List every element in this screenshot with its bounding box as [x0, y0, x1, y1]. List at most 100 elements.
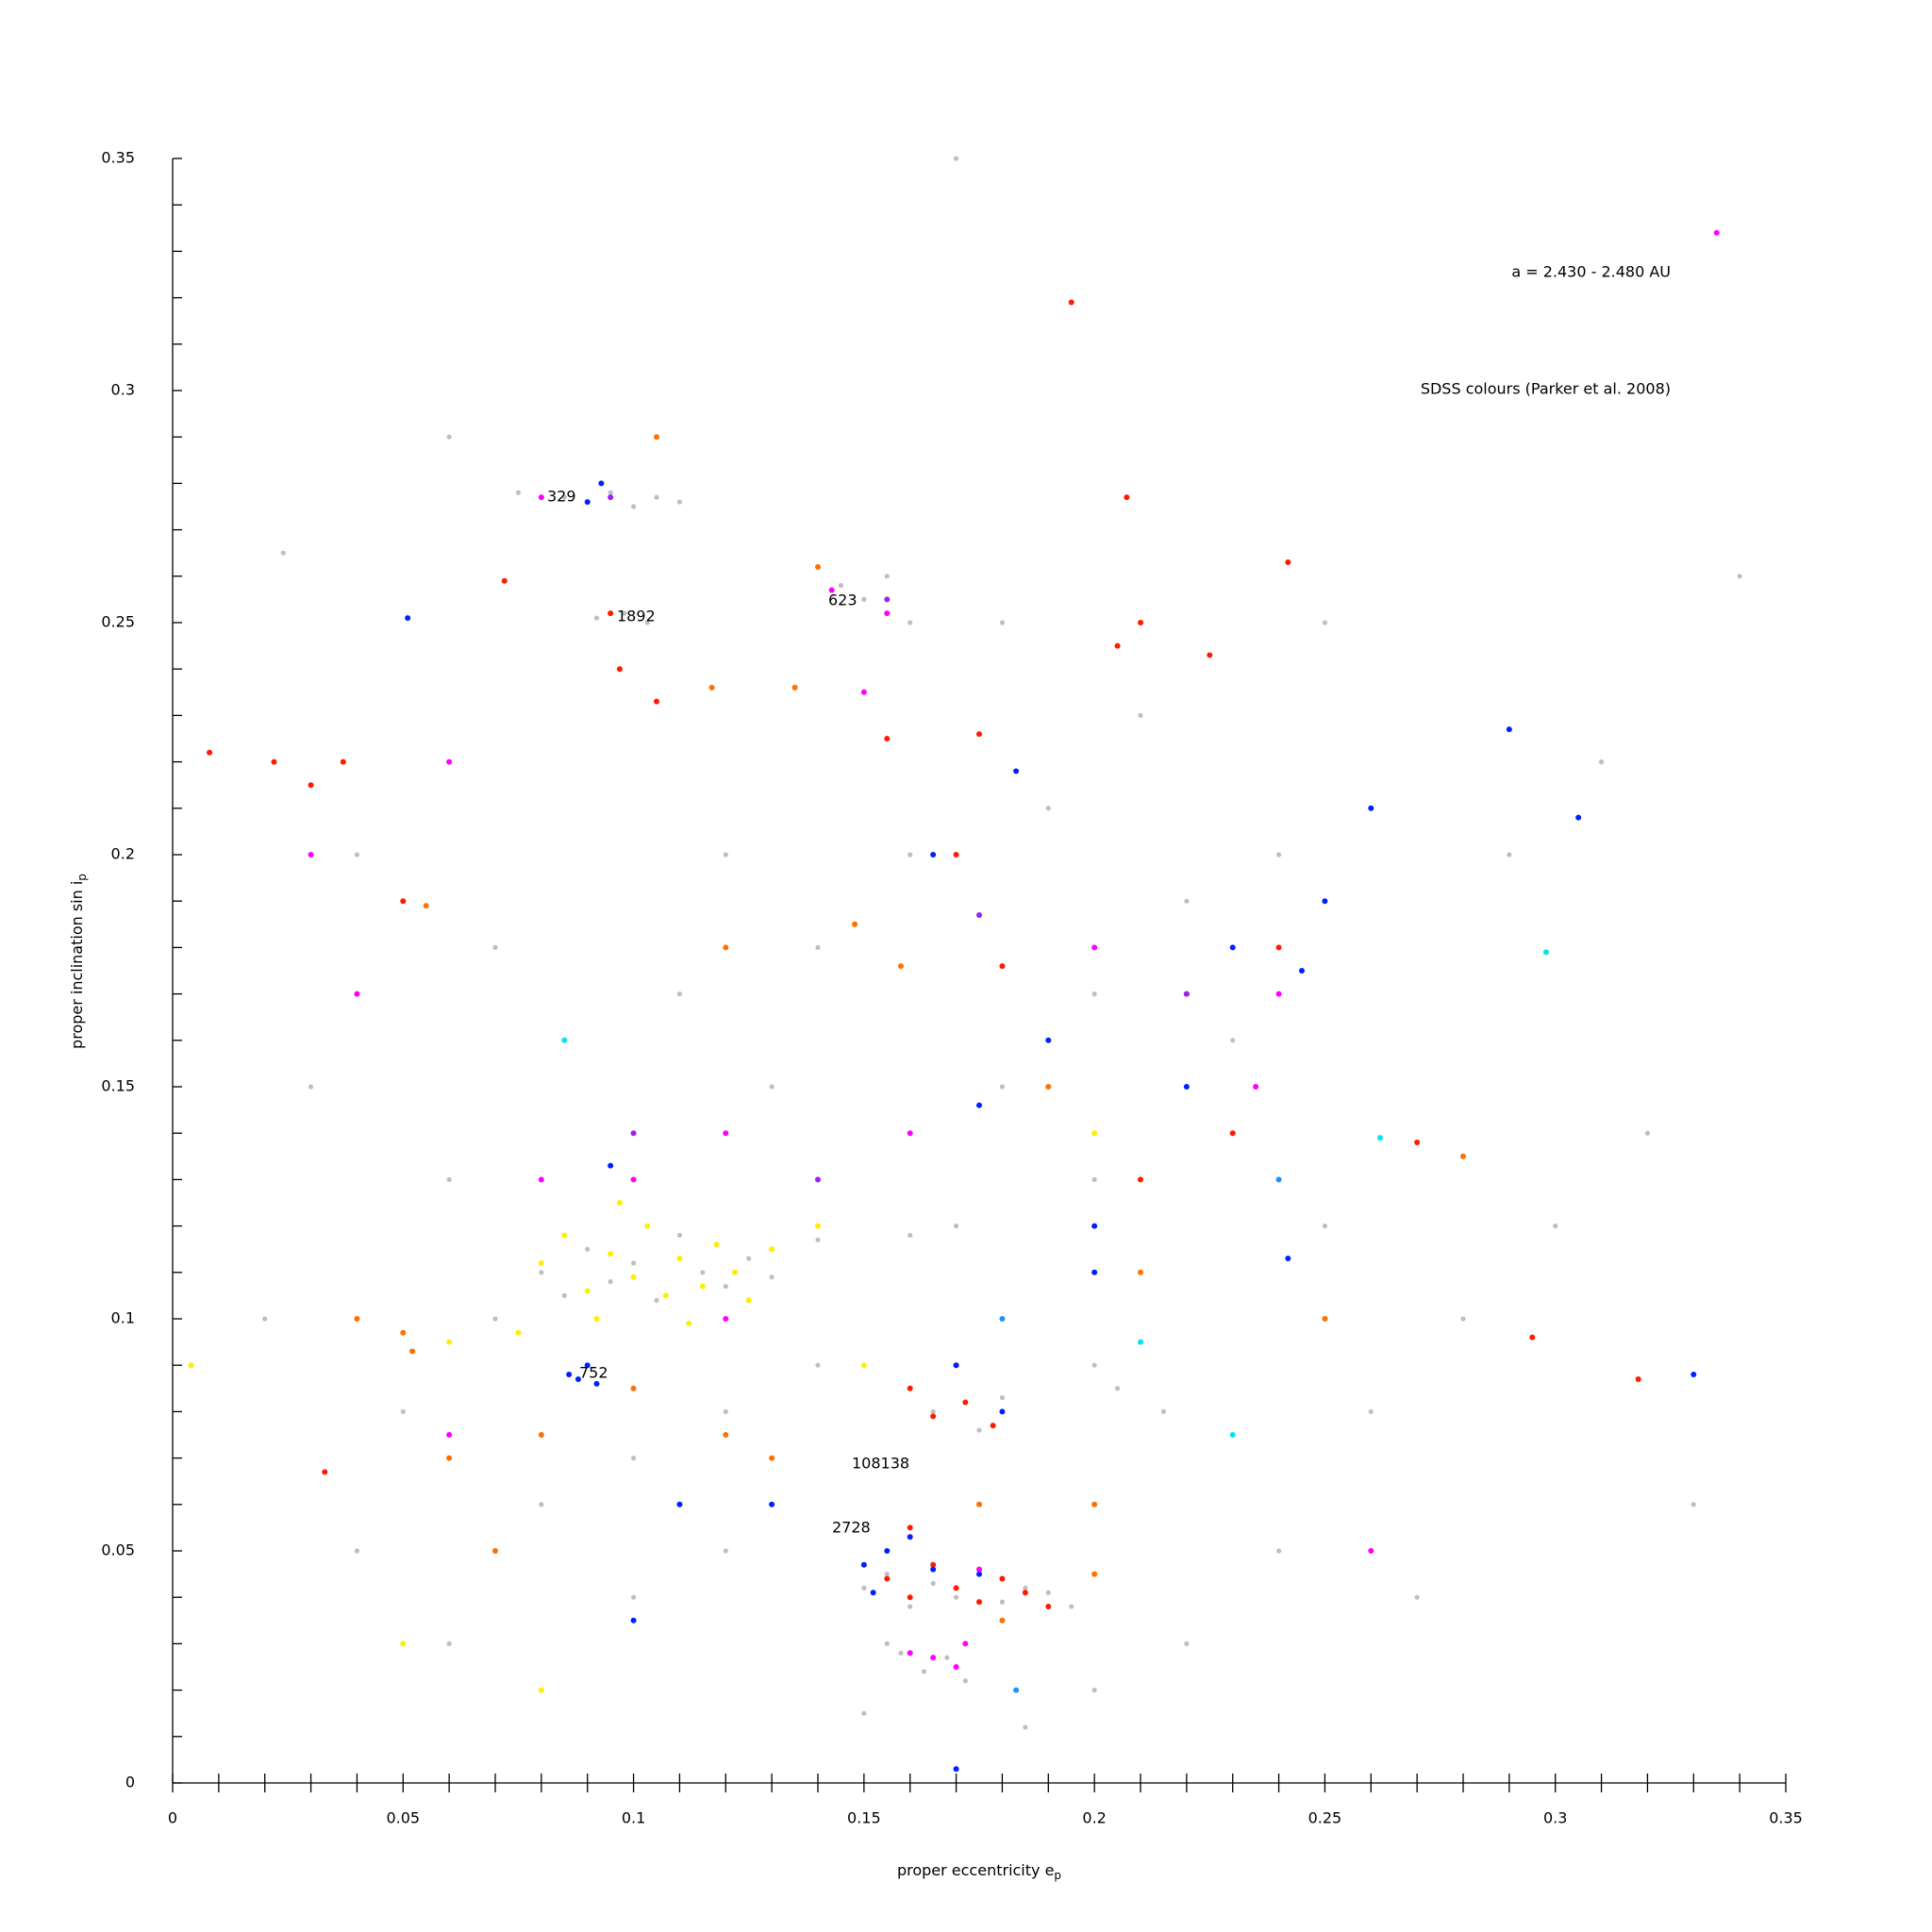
- data-point: [976, 1599, 982, 1606]
- data-point: [1229, 1130, 1236, 1137]
- data-point: [1542, 949, 1549, 956]
- data-point: [608, 1251, 614, 1257]
- data-point: [446, 434, 452, 440]
- data-point: [908, 852, 913, 858]
- x-axis-label: proper eccentricity ep: [897, 1861, 1061, 1882]
- data-point: [561, 494, 567, 500]
- data-point: [953, 852, 959, 858]
- data-point: [630, 1594, 637, 1600]
- data-point: [271, 758, 277, 765]
- data-point: [1124, 494, 1130, 501]
- data-point: [1091, 1130, 1098, 1137]
- data-point: [644, 1223, 651, 1229]
- data-point: [340, 758, 346, 765]
- data-point: [907, 1524, 913, 1531]
- data-point: [1184, 1641, 1190, 1646]
- data-point: [584, 1288, 591, 1294]
- data-point: [791, 684, 798, 691]
- data-point: [630, 504, 637, 509]
- data-point: [539, 1270, 544, 1275]
- data-point: [492, 1316, 498, 1322]
- data-point: [1414, 1140, 1421, 1146]
- data-point: [700, 1270, 706, 1275]
- data-point: [815, 563, 821, 570]
- data-point: [1183, 991, 1190, 997]
- data-point: [308, 852, 314, 858]
- data-point: [207, 749, 213, 756]
- data-point: [308, 1084, 314, 1090]
- data-point: [400, 1329, 407, 1336]
- data-point: [676, 1501, 683, 1507]
- data-point: [815, 1223, 821, 1229]
- data-point: [769, 1274, 774, 1280]
- data-point: [608, 1162, 614, 1169]
- data-point: [908, 1604, 913, 1609]
- y-axis-label-sub: p: [75, 874, 89, 881]
- data-point: [538, 1259, 544, 1266]
- data-point: [566, 1372, 573, 1378]
- data-point: [1737, 574, 1742, 579]
- data-point: [446, 1339, 453, 1345]
- data-point: [999, 1395, 1006, 1401]
- annotation: SDSS colours (Parker et al. 2008): [1421, 380, 1671, 398]
- data-point: [538, 1176, 544, 1183]
- data-point: [676, 499, 683, 505]
- data-point: [953, 1362, 959, 1369]
- data-point: [908, 620, 913, 625]
- x-axis-label-sub: p: [1054, 1869, 1061, 1882]
- data-point: [446, 1432, 453, 1438]
- data-point: [990, 1423, 996, 1429]
- data-point: [852, 921, 858, 927]
- data-point: [630, 1617, 637, 1624]
- data-point: [953, 1585, 959, 1591]
- data-point: [999, 1575, 1006, 1582]
- data-point: [630, 1130, 637, 1137]
- data-point: [815, 1237, 821, 1242]
- data-point: [1023, 1724, 1028, 1730]
- x-tick-label: 0.3: [1543, 1809, 1567, 1827]
- data-point: [446, 1455, 453, 1461]
- data-point: [1414, 1594, 1420, 1600]
- data-point: [1275, 991, 1282, 997]
- data-point: [699, 1283, 706, 1290]
- data-point: [860, 689, 867, 695]
- data-point: [1045, 1590, 1051, 1595]
- data-point: [1253, 1084, 1259, 1090]
- data-point: [1091, 944, 1098, 951]
- data-point: [1138, 620, 1143, 625]
- annotation: 623: [828, 591, 858, 609]
- x-tick-label: 0.35: [1769, 1809, 1803, 1827]
- data-point: [585, 1246, 591, 1252]
- data-point: [630, 1260, 637, 1266]
- x-tick-label: 0.25: [1308, 1809, 1342, 1827]
- data-point: [1138, 1176, 1143, 1183]
- data-point: [815, 1176, 821, 1183]
- data-point: [884, 1572, 890, 1577]
- data-point: [584, 1362, 591, 1369]
- y-tick-label: 0.35: [101, 149, 135, 167]
- data-point: [815, 944, 821, 951]
- data-point: [815, 1362, 821, 1368]
- data-point: [713, 1241, 720, 1248]
- data-point: [1507, 852, 1512, 858]
- data-point: [999, 963, 1006, 970]
- data-point: [884, 574, 890, 579]
- data-point: [1553, 1224, 1558, 1229]
- data-point: [1091, 1688, 1097, 1693]
- data-point: [930, 1655, 937, 1661]
- data-point: [1183, 1084, 1190, 1090]
- data-point: [1229, 1432, 1236, 1438]
- data-point: [1322, 620, 1328, 625]
- data-point: [861, 596, 867, 603]
- data-point: [732, 1269, 739, 1275]
- data-point: [561, 1232, 568, 1239]
- annotation: 329: [547, 488, 576, 506]
- data-point: [907, 1594, 913, 1601]
- data-point: [976, 1102, 982, 1108]
- data-point: [1138, 1339, 1143, 1345]
- data-point: [654, 494, 659, 500]
- data-point: [188, 1362, 194, 1369]
- x-tick-label: 0.2: [1082, 1809, 1106, 1827]
